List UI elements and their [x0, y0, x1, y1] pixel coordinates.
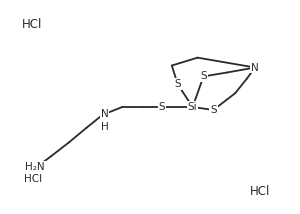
- Text: N: N: [100, 109, 108, 119]
- Text: H: H: [100, 122, 108, 132]
- Text: N: N: [251, 62, 259, 73]
- Text: S: S: [174, 79, 181, 89]
- Text: Si: Si: [188, 102, 197, 112]
- Text: H₂N: H₂N: [25, 162, 45, 172]
- Text: HCl: HCl: [24, 174, 42, 184]
- Text: HCl: HCl: [250, 185, 270, 198]
- Text: S: S: [200, 71, 207, 81]
- Text: HCl: HCl: [22, 18, 43, 31]
- Text: S: S: [159, 102, 165, 112]
- Text: S: S: [210, 105, 217, 115]
